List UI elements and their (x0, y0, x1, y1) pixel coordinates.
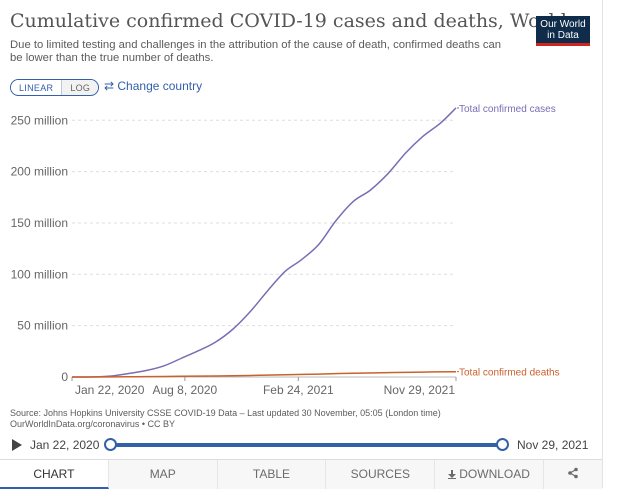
share-icon (568, 467, 578, 479)
x-tick-label: Aug 8, 2020 (153, 383, 218, 397)
y-axis-ticks: 0 50 million 100 million 150 million 200 mil… (11, 113, 69, 384)
play-icon[interactable] (12, 439, 22, 451)
deaths-series-line[interactable] (71, 370, 457, 378)
grid-lines (72, 119, 456, 378)
tab-sources-label: SOURCES (350, 467, 410, 481)
cases-series-line[interactable] (71, 107, 457, 378)
share-button[interactable] (544, 460, 602, 489)
timeline-end-label: Nov 29, 2021 (517, 438, 589, 452)
change-country-label: ⇄ Change country (104, 79, 203, 93)
frame-edge (602, 0, 603, 488)
x-tick-label: Jan 22, 2020 (75, 383, 145, 397)
timeline: Jan 22, 2020 Nov 29, 2021 (0, 434, 602, 456)
timeline-start-handle[interactable] (104, 438, 117, 451)
logo-line-2: in Data (547, 30, 579, 41)
deaths-series-label[interactable]: Total confirmed deaths (459, 368, 560, 379)
tab-download-label: DOWNLOAD (459, 467, 530, 481)
timeline-track[interactable] (110, 443, 503, 447)
y-tick-label: 50 million (17, 319, 68, 333)
owid-logo[interactable]: Our World in Data (536, 16, 590, 46)
chart-card: Cumulative confirmed COVID-19 cases and … (0, 10, 602, 489)
tab-download[interactable]: DOWNLOAD (435, 460, 544, 489)
y-tick-label: 0 (61, 370, 68, 384)
linear-scale-button[interactable]: LINEAR (11, 80, 63, 95)
source-note: Source: Johns Hopkins University CSSE CO… (10, 408, 570, 430)
timeline-end-handle[interactable] (496, 438, 509, 451)
y-tick-label: 100 million (11, 267, 68, 281)
line-chart: 0 50 million 100 million 150 million 200 mil… (11, 104, 560, 397)
chart-title: Cumulative confirmed COVID-19 cases and … (10, 10, 567, 32)
y-tick-label: 200 million (11, 165, 68, 179)
y-tick-label: 150 million (11, 216, 68, 230)
tab-sources[interactable]: SOURCES (326, 460, 436, 489)
scale-toggle: LINEAR LOG (10, 79, 100, 96)
chart-subtitle: Due to limited testing and challenges in… (10, 39, 502, 64)
change-country-button[interactable]: ⇄ Change country (104, 79, 202, 93)
tab-map-label: MAP (149, 467, 176, 481)
series-lines (71, 107, 457, 378)
source-url[interactable]: OurWorldInData.org/coronavirus • CC BY (10, 419, 176, 429)
logo-line-1: Our World (540, 19, 586, 30)
logo-accent-bar (536, 43, 590, 46)
tab-table[interactable]: TABLE (218, 460, 327, 489)
x-tick-label: Nov 29, 2021 (384, 383, 456, 397)
tab-bar: CHART MAP TABLE SOURCES DOWNLOAD (0, 459, 602, 489)
tab-table-label: TABLE (252, 467, 291, 481)
tab-chart[interactable]: CHART (0, 460, 109, 489)
timeline-start-label: Jan 22, 2020 (30, 438, 100, 452)
series-labels: Total confirmed cases Total confirmed dea… (457, 104, 560, 379)
tab-map[interactable]: MAP (109, 460, 218, 489)
y-tick-label: 250 million (11, 113, 68, 127)
log-scale-button[interactable]: LOG (62, 80, 99, 95)
x-tick-label: Feb 24, 2021 (263, 383, 334, 397)
x-axis-ticks: Jan 22, 2020 Aug 8, 2020 Feb 24, 2021 Nov 2… (71, 377, 457, 397)
tab-chart-label: CHART (33, 467, 75, 481)
cases-series-label[interactable]: Total confirmed cases (459, 104, 556, 115)
source-line: Source: Johns Hopkins University CSSE CO… (10, 408, 441, 418)
download-icon (448, 470, 457, 479)
